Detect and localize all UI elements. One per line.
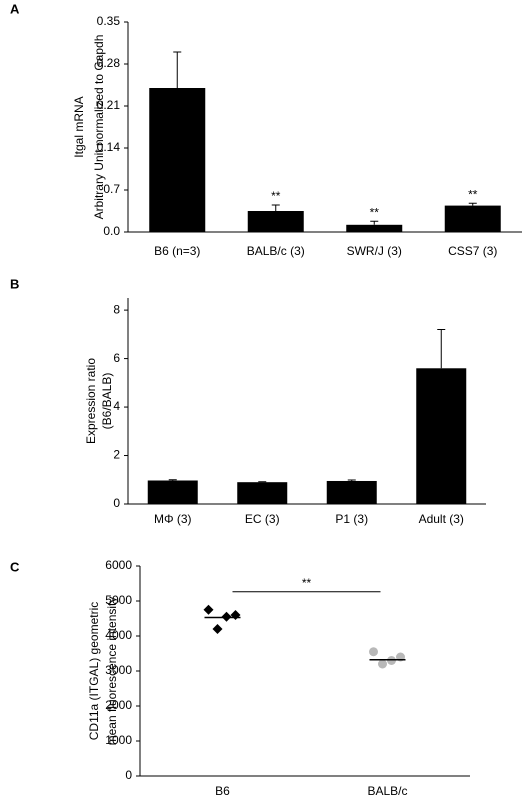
error-bar: [169, 480, 177, 481]
error-bar: [272, 205, 280, 211]
error-bar: [173, 52, 181, 88]
y-axis-label: Itgal mRNA: [72, 96, 86, 157]
y-tick-label: 0.14: [97, 140, 121, 154]
panel-label: B: [10, 276, 19, 291]
y-axis-label: (B6/BALB): [100, 373, 114, 430]
significance-label: **: [468, 187, 478, 201]
panel-label: A: [10, 1, 20, 16]
x-tick-label: MΦ (3): [154, 512, 192, 526]
y-tick-label: 1000: [105, 733, 132, 747]
y-tick-label: 5000: [105, 593, 132, 607]
bar: [148, 480, 198, 504]
data-point: [378, 660, 387, 669]
y-tick-label: 4000: [105, 628, 132, 642]
bar: [346, 225, 402, 232]
error-bar: [437, 330, 445, 369]
significance-label: **: [370, 205, 380, 219]
y-tick-label: 6000: [105, 558, 132, 572]
x-tick-label: BALB/c (3): [247, 244, 305, 258]
data-point: [231, 610, 241, 620]
y-tick-label: 6: [113, 351, 120, 365]
y-tick-label: 0.0: [103, 224, 120, 238]
y-tick-label: 8: [113, 302, 120, 316]
y-tick-label: 0: [125, 768, 132, 782]
x-tick-label: SWR/J (3): [347, 244, 402, 258]
x-tick-label: B6: [215, 784, 230, 798]
bar: [327, 481, 377, 504]
y-tick-label: 2000: [105, 698, 132, 712]
x-tick-label: BALB/c: [367, 784, 407, 798]
y-tick-label: 0.7: [103, 182, 120, 196]
x-tick-label: Adult (3): [419, 512, 464, 526]
y-axis-label: CD11a (ITGAL) geometric: [87, 602, 101, 741]
x-tick-label: P1 (3): [335, 512, 368, 526]
data-point: [213, 624, 223, 634]
bar: [149, 88, 205, 232]
y-tick-label: 4: [113, 399, 120, 413]
x-tick-label: EC (3): [245, 512, 280, 526]
data-point: [369, 647, 378, 656]
y-tick-label: 0.21: [97, 98, 121, 112]
bar: [445, 206, 501, 232]
y-tick-label: 3000: [105, 663, 132, 677]
bar: [237, 482, 287, 504]
significance-label: **: [302, 576, 312, 590]
error-bar: [370, 221, 378, 225]
y-tick-label: 0.35: [97, 14, 121, 28]
significance-label: **: [271, 189, 281, 203]
y-axis-label: Expression ratio: [84, 358, 98, 444]
x-tick-label: CSS7 (3): [448, 244, 497, 258]
error-bar: [469, 203, 477, 205]
y-tick-label: 0: [113, 496, 120, 510]
bar: [416, 368, 466, 504]
data-point: [204, 605, 214, 615]
error-bar: [348, 480, 356, 481]
y-tick-label: 0.28: [97, 56, 121, 70]
x-tick-label: B6 (n=3): [154, 244, 200, 258]
bar: [248, 211, 304, 232]
y-tick-label: 2: [113, 448, 120, 462]
panel-label: C: [10, 559, 20, 574]
